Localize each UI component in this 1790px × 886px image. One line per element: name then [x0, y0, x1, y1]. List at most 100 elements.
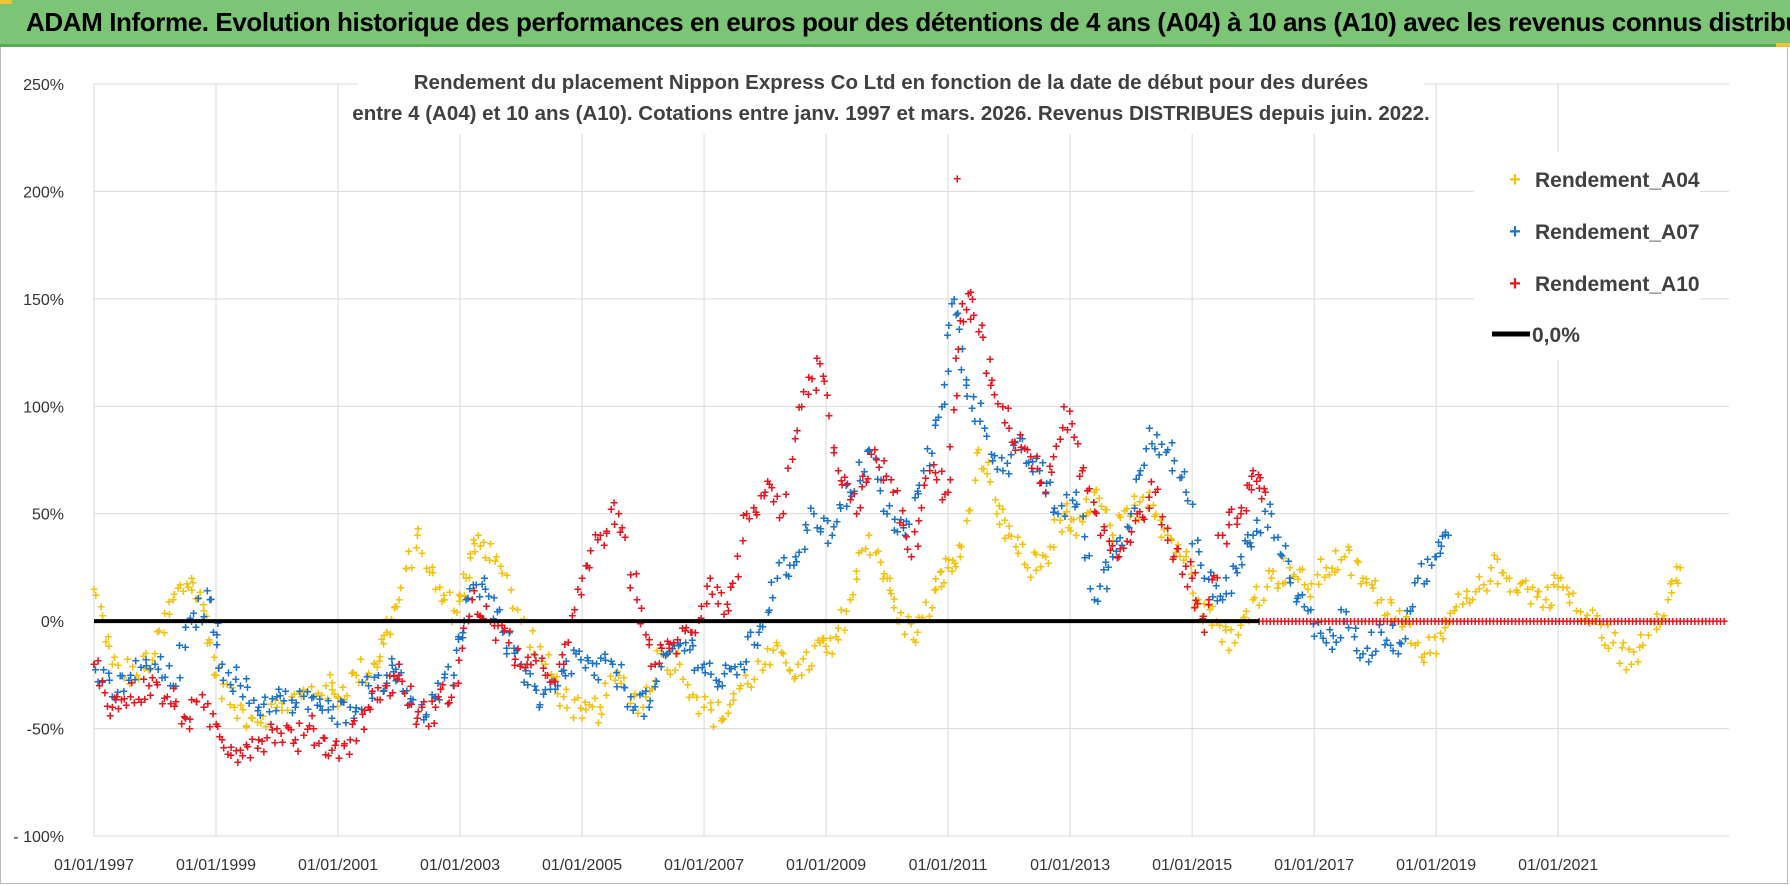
point-a10: +	[160, 690, 168, 706]
point-a04: +	[98, 608, 106, 624]
point-a04: +	[1597, 617, 1605, 633]
point-a04: +	[634, 705, 642, 721]
point-a04: +	[1593, 608, 1601, 624]
point-a04: +	[155, 622, 163, 638]
point-a10: +	[1464, 613, 1472, 629]
point-a10: +	[1511, 613, 1519, 629]
point-a04: +	[1078, 514, 1086, 530]
point-a04: +	[582, 702, 590, 718]
point-a10: +	[258, 733, 266, 749]
point-a04: +	[1611, 625, 1619, 641]
point-a04: +	[1027, 569, 1035, 585]
point-a10: +	[708, 586, 716, 602]
point-a04: +	[1249, 592, 1257, 608]
point-a10: +	[1205, 592, 1213, 608]
point-a07: +	[379, 683, 387, 699]
point-a07: +	[891, 511, 899, 527]
point-a04: +	[1347, 567, 1355, 583]
point-a10: +	[328, 742, 336, 758]
point-a10: +	[1266, 613, 1274, 629]
point-a04: +	[1037, 559, 1045, 575]
point-a04: +	[104, 628, 112, 644]
point-a07: +	[352, 700, 360, 716]
point-a10: +	[1519, 613, 1527, 629]
point-a10: +	[470, 582, 478, 598]
point-a04: +	[887, 586, 895, 602]
point-a04: +	[984, 454, 992, 470]
point-a04: +	[1398, 619, 1406, 635]
point-a04: +	[556, 697, 564, 713]
point-a07: +	[1229, 558, 1237, 574]
point-a07: +	[116, 668, 124, 684]
x-tick-label: 01/01/2009	[786, 857, 866, 874]
point-a07: +	[524, 677, 532, 693]
point-a10: +	[1066, 403, 1074, 419]
point-a04: +	[1627, 656, 1635, 672]
point-a04: +	[184, 579, 192, 595]
point-a10: +	[1475, 613, 1483, 629]
point-a07: +	[923, 440, 931, 456]
point-a04: +	[1653, 606, 1661, 622]
point-a04: +	[1294, 571, 1302, 587]
point-a10: +	[450, 678, 458, 694]
point-a07: +	[722, 657, 730, 673]
point-a10: +	[1208, 572, 1216, 588]
point-a07: +	[689, 637, 697, 653]
point-a10: +	[1317, 613, 1325, 629]
point-a10: +	[717, 585, 725, 601]
point-a07: +	[368, 690, 376, 706]
point-a04: +	[1136, 494, 1144, 510]
point-a07: +	[219, 672, 227, 688]
point-a10: +	[872, 451, 880, 467]
point-a07: +	[911, 490, 919, 506]
point-a04: +	[1187, 558, 1195, 574]
point-a07: +	[638, 685, 646, 701]
point-a04: +	[773, 635, 781, 651]
point-a04: +	[1547, 597, 1555, 613]
point-a04: +	[1269, 563, 1277, 579]
point-a04: +	[1174, 537, 1182, 553]
point-a10: +	[1559, 613, 1567, 629]
point-a10: +	[500, 622, 508, 638]
point-a04: +	[97, 598, 105, 614]
point-a04: +	[1160, 522, 1168, 538]
point-a10: +	[366, 701, 374, 717]
point-a04: +	[932, 571, 940, 587]
point-a07: +	[1293, 590, 1301, 606]
point-a10: +	[1037, 474, 1045, 490]
point-a04: +	[596, 699, 604, 715]
point-a10: +	[1314, 613, 1322, 629]
point-a07: +	[1438, 528, 1446, 544]
point-a04: +	[975, 441, 983, 457]
point-a10: +	[1713, 613, 1721, 629]
x-tick-label: 01/01/2001	[298, 857, 378, 874]
point-a07: +	[1270, 529, 1278, 545]
point-a04: +	[1392, 611, 1400, 627]
point-a07: +	[200, 609, 208, 625]
point-a04: +	[684, 676, 692, 692]
point-a07: +	[1213, 592, 1221, 608]
point-a04: +	[102, 634, 110, 650]
point-a07: +	[1018, 430, 1026, 446]
point-a04: +	[278, 695, 286, 711]
point-a10: +	[603, 525, 611, 541]
point-a10: +	[198, 686, 206, 702]
point-a10: +	[1665, 613, 1673, 629]
point-a10: +	[1380, 613, 1388, 629]
point-a04: +	[1076, 509, 1084, 525]
point-a10: +	[395, 656, 403, 672]
point-a10: +	[926, 463, 934, 479]
point-a07: +	[727, 661, 735, 677]
point-a10: +	[591, 527, 599, 543]
point-a10: +	[1028, 460, 1036, 476]
point-a07: +	[227, 677, 235, 693]
point-a04: +	[1123, 501, 1131, 517]
point-a04: +	[1130, 488, 1138, 504]
point-a10: +	[1262, 613, 1270, 629]
chart-title-line-1: Rendement du placement Nippon Express Co…	[414, 71, 1369, 94]
point-a07: +	[877, 472, 885, 488]
point-a04: +	[1234, 626, 1242, 642]
point-a07: +	[1081, 550, 1089, 566]
point-a04: +	[365, 665, 373, 681]
point-a04: +	[1263, 578, 1271, 594]
